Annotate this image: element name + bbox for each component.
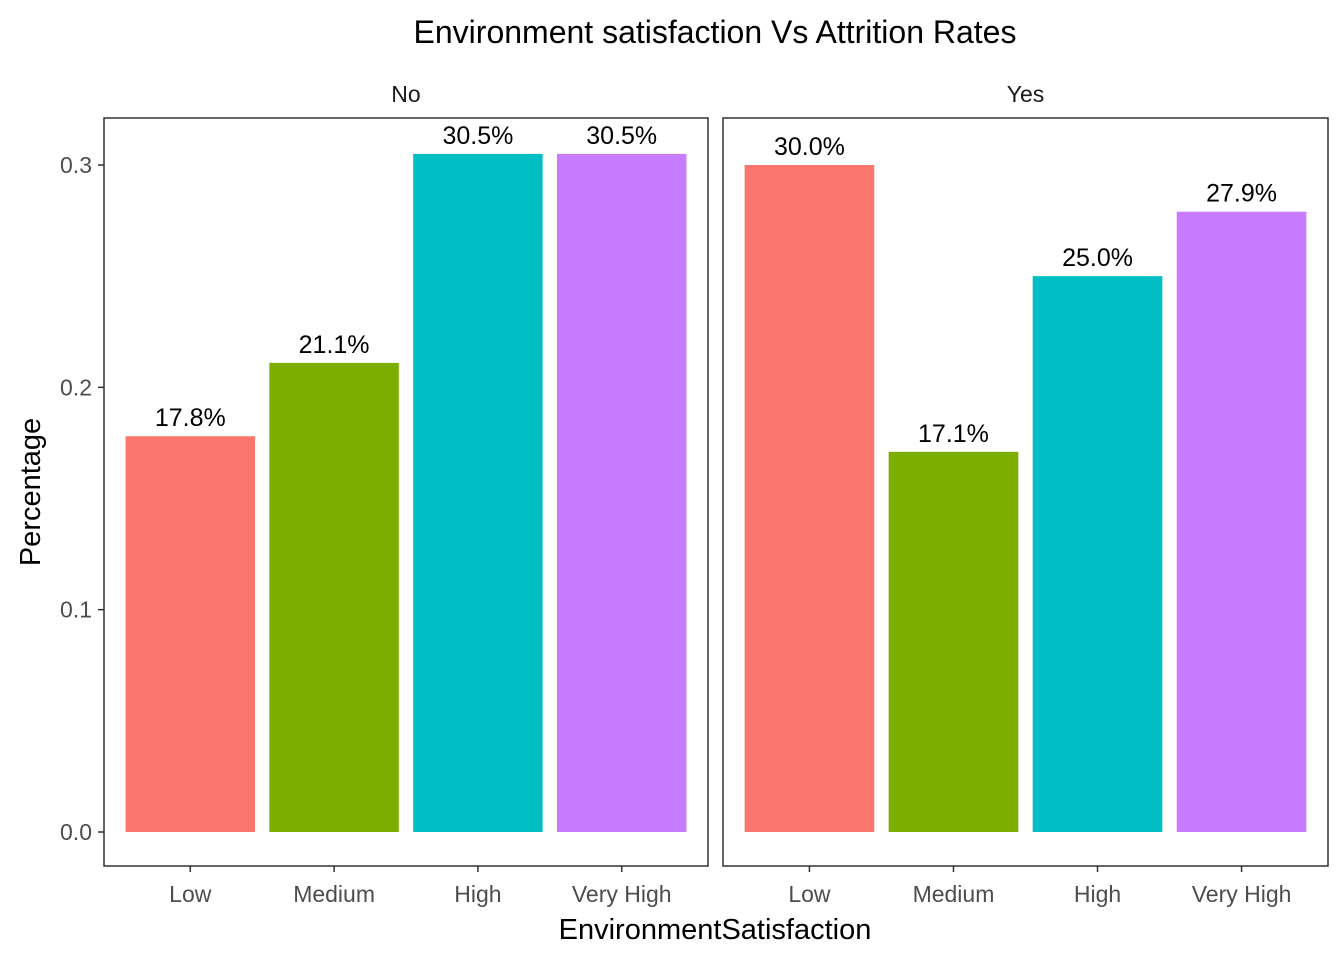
bar-value-label: 25.0% (1062, 244, 1133, 272)
bar-value-label: 27.9% (1206, 180, 1277, 208)
facet-panel-yes: Yes 30.0% Low 17.1% Medium 25.0% High 27.9% Very… (722, 81, 1329, 907)
bar-value-label: 30.5% (442, 122, 513, 150)
panel-border (103, 117, 709, 867)
x-tick-label: Medium (913, 881, 995, 907)
bar-yes-very-high (1176, 211, 1307, 833)
x-tick-label: High (1074, 881, 1121, 907)
facet-panel-no: No 0.0 0.1 0.2 0.3 17.8% Low 21.1% Medium 30.5% Hi… (60, 81, 709, 907)
bar-yes-medium (888, 451, 1019, 832)
bar-no-high (413, 153, 543, 833)
x-axis-title: EnvironmentSatisfaction (559, 914, 872, 946)
x-tick-label: High (454, 881, 501, 907)
bar-yes-high (1032, 276, 1163, 833)
y-tick-label: 0.0 (60, 819, 92, 845)
x-tick-label: Medium (293, 881, 375, 907)
bar-no-low (125, 436, 255, 832)
bar-value-label: 17.8% (155, 404, 226, 432)
x-tick-label: Very High (1192, 881, 1292, 907)
chart-title: Environment satisfaction Vs Attrition Ra… (414, 14, 1017, 50)
bar-yes-low (744, 165, 875, 833)
bar-no-medium (269, 362, 399, 832)
bar-value-label: 21.1% (299, 331, 370, 359)
bar-value-label: 17.1% (918, 420, 989, 448)
y-tick-label: 0.3 (60, 152, 92, 178)
y-axis-title: Percentage (15, 418, 47, 566)
facets: No 0.0 0.1 0.2 0.3 17.8% Low 21.1% Medium 30.5% Hi… (60, 81, 1329, 907)
x-tick-label: Low (788, 881, 831, 907)
x-tick-label: Very High (572, 881, 672, 907)
x-tick-label: Low (169, 881, 212, 907)
facet-strip-label: Yes (1007, 81, 1045, 107)
panel-border (722, 117, 1329, 867)
bar-value-label: 30.0% (774, 133, 845, 161)
bar-value-label: 30.5% (586, 122, 657, 150)
y-tick-label: 0.1 (60, 597, 92, 623)
y-tick-label: 0.2 (60, 374, 92, 400)
bar-no-very-high (557, 153, 687, 833)
facet-strip-label: No (391, 81, 420, 107)
